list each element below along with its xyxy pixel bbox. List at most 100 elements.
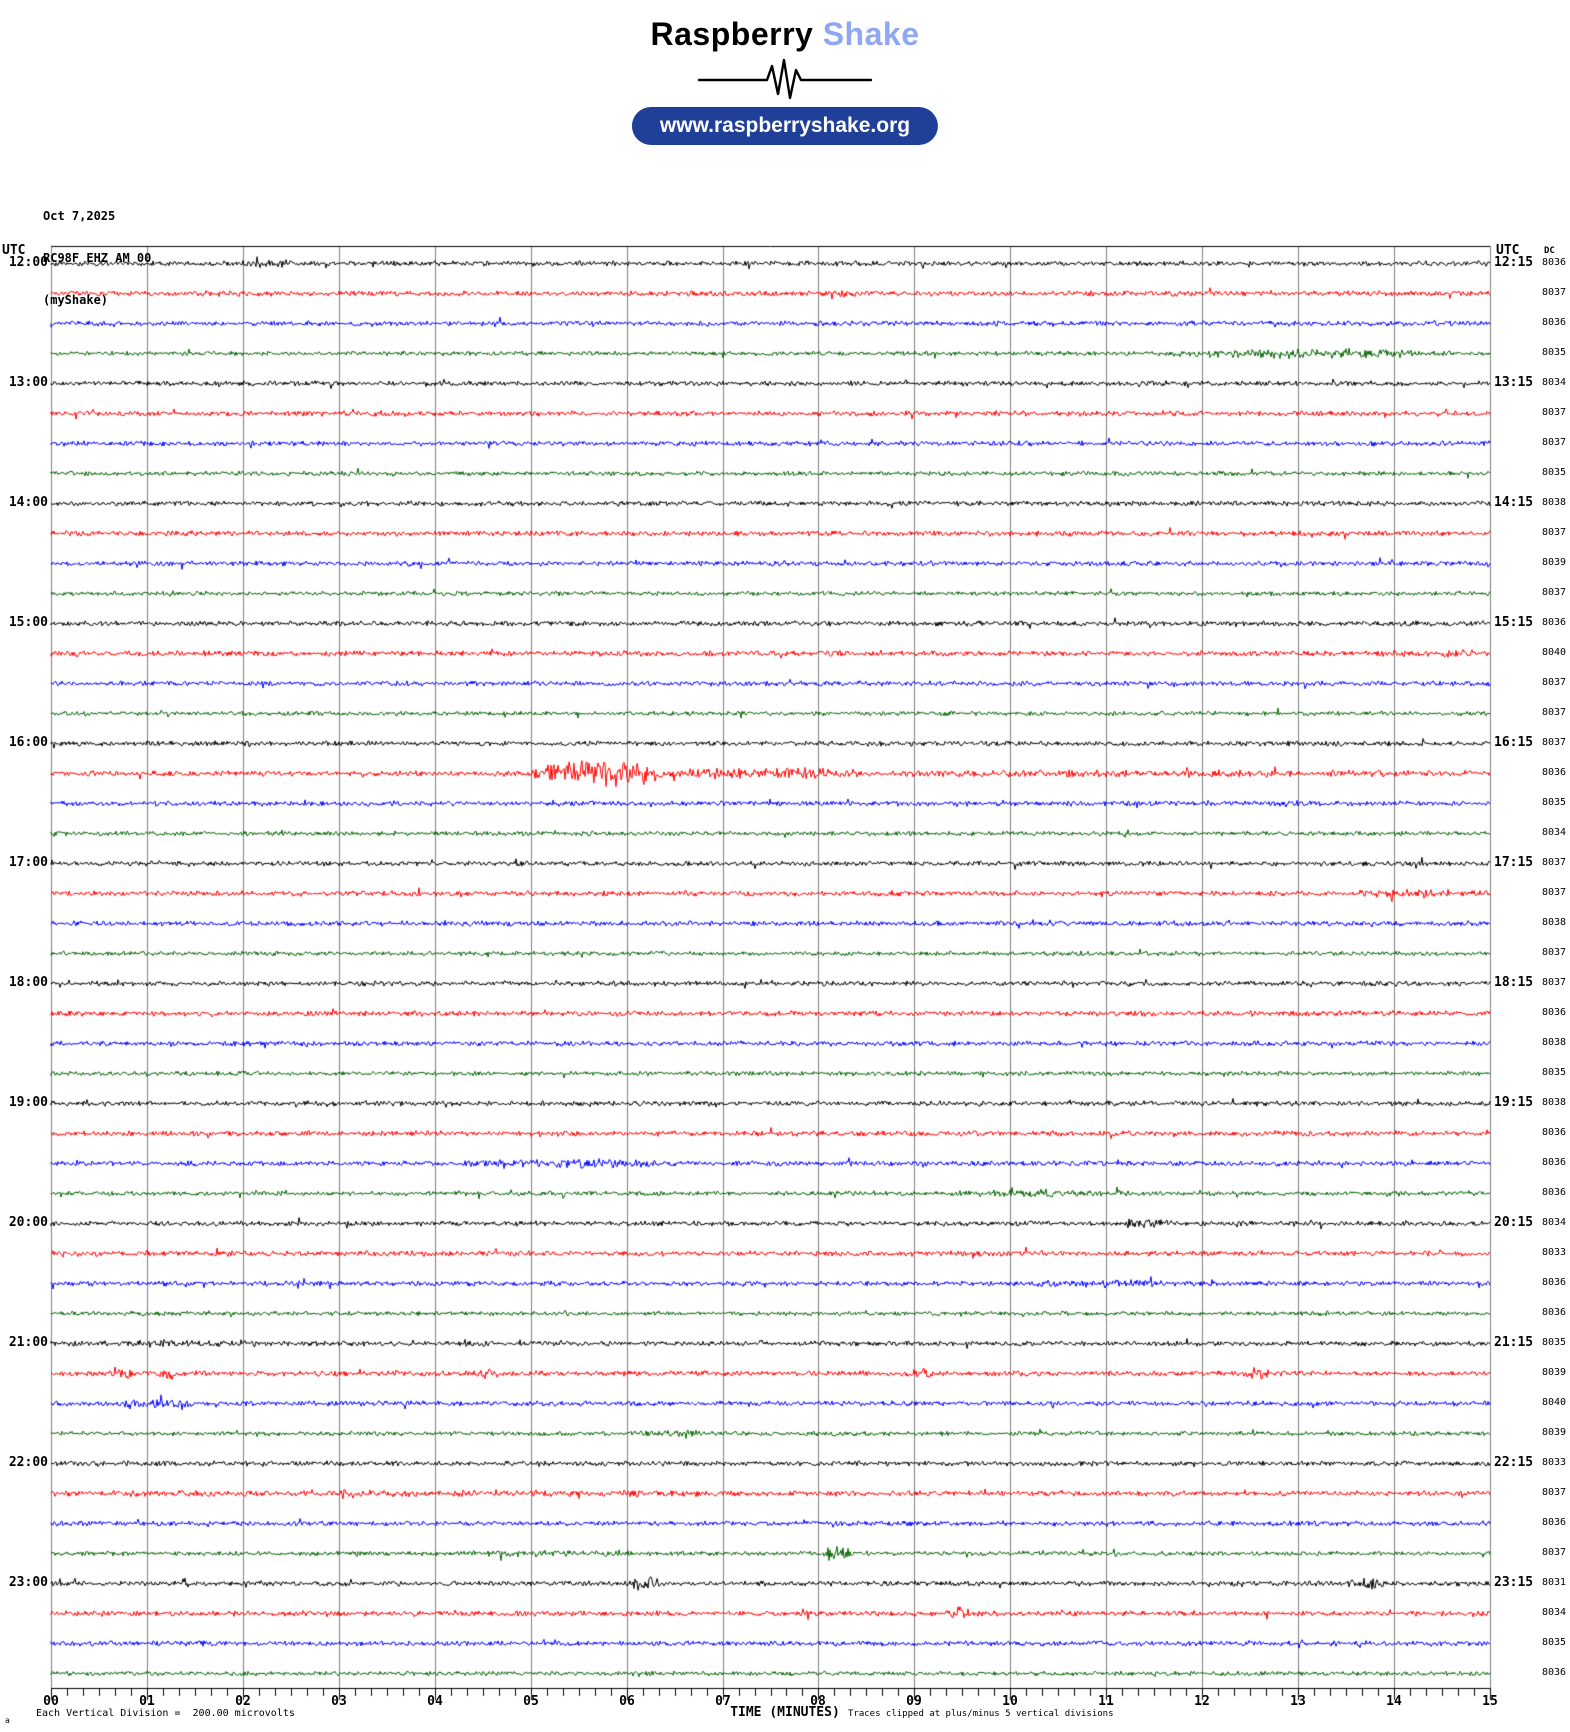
dc-value: 8036: [1542, 1307, 1567, 1318]
dc-value: 8037: [1542, 947, 1567, 958]
seismic-waveform-icon: [697, 58, 873, 100]
dc-value: 8036: [1542, 1007, 1567, 1018]
dc-value: 8037: [1542, 1547, 1567, 1558]
dc-value: 8036: [1542, 317, 1567, 328]
dc-value: 8037: [1542, 737, 1567, 748]
station-info: Oct 7,2025 RC98F EHZ AM 00 (myShake): [43, 181, 151, 321]
dc-value: 8036: [1542, 767, 1567, 778]
dc-value: 8037: [1542, 527, 1567, 538]
dc-value: 8035: [1542, 347, 1567, 358]
brand-logo: Raspberry Shake: [0, 16, 1570, 53]
left-time-label: 14:00: [8, 495, 48, 510]
x-tick-label: 05: [523, 1694, 539, 1709]
brand-logo-blue: Shake: [822, 16, 920, 52]
dc-value: 8037: [1542, 857, 1567, 868]
dc-value: 8036: [1542, 1517, 1567, 1528]
left-time-label: 17:00: [8, 855, 48, 870]
dc-value: 8038: [1542, 497, 1567, 508]
station-date: Oct 7,2025: [43, 209, 116, 223]
right-time-label: 21:15: [1494, 1335, 1534, 1350]
utc-header-left: UTC: [2, 243, 26, 258]
dc-value: 8035: [1542, 1067, 1567, 1078]
dc-header: DC: [1544, 246, 1555, 256]
dc-value: 8037: [1542, 407, 1567, 418]
right-time-label: 23:15: [1494, 1575, 1534, 1590]
x-axis-title: TIME (MINUTES): [730, 1705, 840, 1720]
dc-value: 8035: [1542, 1637, 1567, 1648]
x-tick-label: 06: [619, 1694, 635, 1709]
dc-value: 8037: [1542, 977, 1567, 988]
right-time-label: 20:15: [1494, 1215, 1534, 1230]
x-tick-label: 07: [715, 1694, 731, 1709]
left-time-label: 15:00: [8, 615, 48, 630]
x-tick-label: 10: [1002, 1694, 1018, 1709]
website-link-button[interactable]: www.raspberryshake.org: [631, 107, 939, 145]
right-time-label: 18:15: [1494, 975, 1534, 990]
x-tick-label: 02: [235, 1694, 251, 1709]
dc-value: 8039: [1542, 557, 1567, 568]
clipping-note: Traces clipped at plus/minus 5 vertical …: [848, 1709, 1114, 1719]
brand-logo-black: Raspberry: [650, 16, 814, 52]
station-code: RC98F EHZ AM 00: [43, 251, 152, 265]
dc-value: 8036: [1542, 257, 1567, 268]
right-time-label: 12:15: [1494, 255, 1534, 270]
dc-value: 8036: [1542, 617, 1567, 628]
x-tick-label: 08: [810, 1694, 826, 1709]
right-time-label: 15:15: [1494, 615, 1534, 630]
right-time-label: 22:15: [1494, 1455, 1534, 1470]
right-time-label: 14:15: [1494, 495, 1534, 510]
dc-value: 8037: [1542, 1487, 1567, 1498]
station-network: (myShake): [43, 293, 109, 307]
x-tick-label: 04: [427, 1694, 443, 1709]
dc-value: 8036: [1542, 1277, 1567, 1288]
vertical-division-note: Each Vertical Division = 200.00 microvol…: [36, 1708, 295, 1719]
left-time-label: 12:00: [8, 255, 48, 270]
dc-value: 8036: [1542, 1127, 1567, 1138]
left-time-label: 18:00: [8, 975, 48, 990]
dc-value: 8033: [1542, 1457, 1567, 1468]
dc-value: 8034: [1542, 827, 1567, 838]
dc-value: 8036: [1542, 1157, 1567, 1168]
left-time-label: 22:00: [8, 1455, 48, 1470]
x-tick-label: 12: [1194, 1694, 1210, 1709]
dc-value: 8037: [1542, 437, 1567, 448]
x-tick-label: 09: [906, 1694, 922, 1709]
dc-value: 8036: [1542, 1667, 1567, 1678]
x-tick-label: 03: [331, 1694, 347, 1709]
dc-value: 8031: [1542, 1577, 1567, 1588]
dc-value: 8038: [1542, 1037, 1567, 1048]
left-time-label: 16:00: [8, 735, 48, 750]
dc-value: 8035: [1542, 1337, 1567, 1348]
left-time-label: 21:00: [8, 1335, 48, 1350]
dc-value: 8039: [1542, 1427, 1567, 1438]
left-time-label: 20:00: [8, 1215, 48, 1230]
dc-value: 8034: [1542, 1217, 1567, 1228]
utc-header-right: UTC: [1496, 243, 1520, 258]
dc-value: 8037: [1542, 587, 1567, 598]
right-time-label: 19:15: [1494, 1095, 1534, 1110]
dc-value: 8036: [1542, 1187, 1567, 1198]
dc-value: 8038: [1542, 1097, 1567, 1108]
dc-value: 8038: [1542, 917, 1567, 928]
left-time-label: 19:00: [8, 1095, 48, 1110]
right-time-label: 13:15: [1494, 375, 1534, 390]
dc-value: 8034: [1542, 1607, 1567, 1618]
dc-value: 8033: [1542, 1247, 1567, 1258]
dc-value: 8037: [1542, 707, 1567, 718]
dc-value: 8035: [1542, 467, 1567, 478]
dc-value: 8039: [1542, 1367, 1567, 1378]
dc-value: 8040: [1542, 1397, 1567, 1408]
dc-value: 8037: [1542, 887, 1567, 898]
right-time-label: 17:15: [1494, 855, 1534, 870]
dc-value: 8034: [1542, 377, 1567, 388]
x-tick-label: 13: [1290, 1694, 1306, 1709]
x-tick-label: 14: [1386, 1694, 1402, 1709]
dc-value: 8037: [1542, 287, 1567, 298]
x-tick-label: 11: [1098, 1694, 1114, 1709]
x-tick-label: 00: [43, 1694, 59, 1709]
dc-value: 8035: [1542, 797, 1567, 808]
footer-tiny-glyph: a: [5, 1716, 10, 1725]
left-time-label: 23:00: [8, 1575, 48, 1590]
left-time-label: 13:00: [8, 375, 48, 390]
